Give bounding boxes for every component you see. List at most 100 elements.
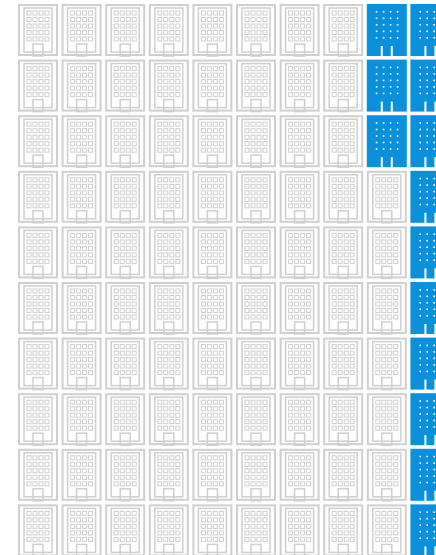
window <box>262 461 268 467</box>
window <box>389 73 392 75</box>
window <box>306 350 312 356</box>
window <box>244 128 250 134</box>
window <box>88 66 94 72</box>
icon-frame <box>192 4 233 56</box>
window <box>262 141 268 147</box>
window <box>250 288 256 294</box>
window <box>306 252 312 258</box>
window <box>331 17 337 22</box>
window <box>433 135 435 137</box>
building-icon-highlighted <box>366 115 407 168</box>
window <box>433 79 435 82</box>
window <box>32 461 38 467</box>
window <box>88 350 94 356</box>
window <box>169 30 175 35</box>
window <box>163 517 169 523</box>
building-icon <box>323 448 364 502</box>
icon-building <box>328 174 358 220</box>
window <box>119 85 125 91</box>
door <box>337 543 349 555</box>
door <box>119 543 131 555</box>
window <box>244 419 250 425</box>
window <box>337 536 343 542</box>
window <box>163 10 169 16</box>
icon-frame <box>192 504 233 555</box>
window <box>88 147 94 153</box>
window <box>70 536 76 542</box>
window <box>38 344 44 350</box>
window <box>262 314 268 320</box>
icon-building <box>23 118 53 164</box>
building-icon <box>105 170 146 224</box>
window <box>88 344 94 350</box>
window <box>70 141 76 147</box>
window <box>206 412 212 418</box>
window <box>206 30 212 35</box>
window <box>396 92 399 95</box>
window <box>337 72 343 78</box>
window <box>131 147 137 153</box>
door <box>32 376 44 391</box>
building-icon <box>236 59 276 113</box>
window <box>393 536 399 542</box>
window <box>288 128 294 134</box>
window <box>44 406 50 412</box>
window <box>288 134 294 140</box>
window <box>300 30 306 35</box>
icon-frame <box>236 504 276 555</box>
window <box>44 295 50 300</box>
door <box>119 265 131 280</box>
window <box>169 412 175 418</box>
window <box>163 17 169 22</box>
window <box>157 134 163 140</box>
window <box>306 344 312 350</box>
window <box>300 314 306 320</box>
window <box>206 134 212 140</box>
window <box>387 344 393 350</box>
window <box>200 85 206 91</box>
icon-building <box>23 62 53 109</box>
window <box>119 536 125 542</box>
building-icon <box>18 337 58 391</box>
window <box>200 252 206 258</box>
window <box>389 122 392 124</box>
window <box>433 468 435 471</box>
icon-frame <box>148 448 189 501</box>
window <box>157 252 163 258</box>
door <box>119 98 131 113</box>
window <box>375 245 381 251</box>
window <box>396 141 399 144</box>
icon-frame <box>61 393 102 446</box>
window <box>157 245 163 251</box>
window <box>200 147 206 153</box>
window <box>70 79 76 85</box>
window <box>244 461 250 467</box>
icon-building <box>66 452 97 498</box>
window <box>218 258 224 264</box>
window <box>343 141 349 147</box>
window <box>70 406 76 412</box>
window <box>157 92 163 98</box>
window <box>70 474 76 480</box>
window <box>300 177 306 183</box>
window <box>44 412 50 418</box>
window <box>76 406 82 412</box>
icon-frame <box>323 504 364 555</box>
window <box>200 23 206 29</box>
window <box>200 455 206 461</box>
window <box>131 252 137 258</box>
window <box>88 455 94 461</box>
window <box>393 245 399 251</box>
window <box>375 536 381 542</box>
window <box>206 517 212 523</box>
window <box>125 203 131 209</box>
window <box>294 350 300 356</box>
window <box>212 308 218 313</box>
window <box>218 419 224 425</box>
door <box>75 154 88 168</box>
window <box>426 79 428 82</box>
window <box>38 92 44 98</box>
window <box>256 295 262 300</box>
window <box>44 23 50 29</box>
window <box>218 141 224 147</box>
